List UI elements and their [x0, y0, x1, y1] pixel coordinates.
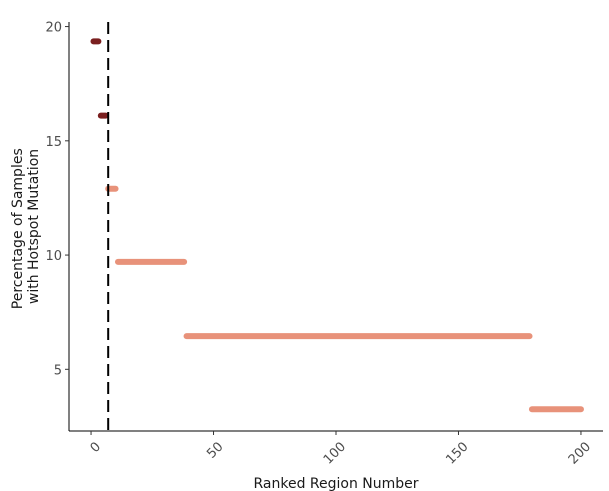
y-tick-label: 20	[45, 21, 62, 36]
x-tick-label: 200	[566, 439, 594, 467]
y-axis-title: Percentage of Samples with Hotspot Mutat…	[10, 144, 42, 309]
x-tick-label: 50	[204, 439, 226, 461]
y-tick-label: 5	[54, 363, 62, 378]
x-axis-title: Ranked Region Number	[253, 476, 418, 491]
data-segments	[90, 38, 584, 413]
x-tick-label: 150	[443, 439, 471, 467]
y-axis-title-line-1: Percentage of Samples	[10, 148, 26, 309]
y-tick-label: 15	[45, 135, 62, 150]
x-tick-label: 0	[88, 439, 104, 455]
x-axis-ticks: 0 50 100 150 200	[88, 431, 594, 468]
y-axis-ticks: 5 10 15 20	[45, 21, 69, 378]
y-tick-label: 10	[45, 249, 62, 264]
y-axis-title-line-2: with Hotspot Mutation	[26, 149, 42, 304]
x-tick-label: 100	[321, 439, 349, 467]
